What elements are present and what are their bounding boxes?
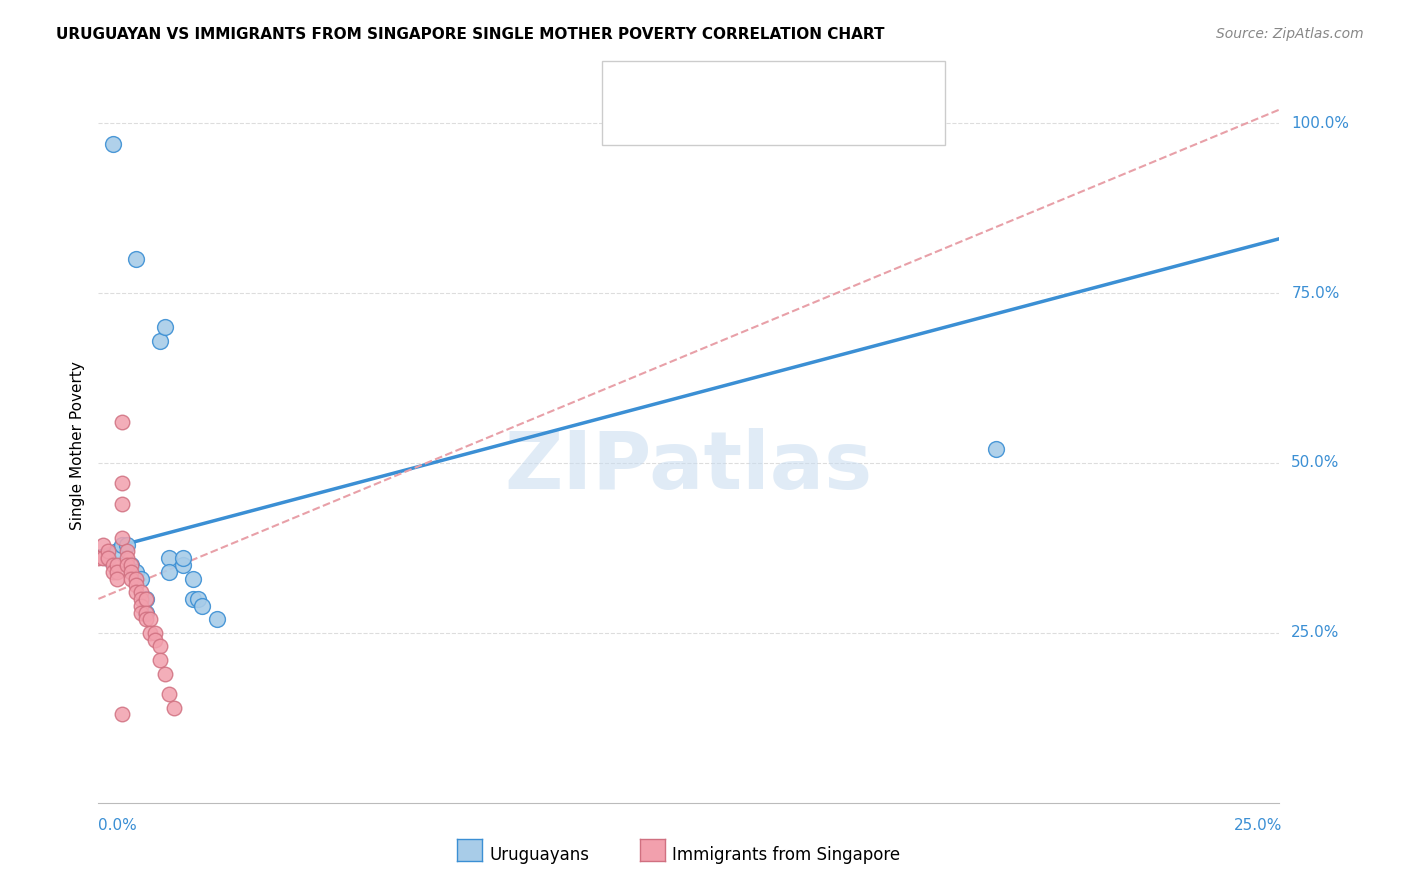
Point xyxy=(157,687,180,701)
Point xyxy=(205,612,228,626)
Point xyxy=(135,591,157,606)
Text: 23: 23 xyxy=(794,73,820,91)
Point xyxy=(91,551,114,566)
Point xyxy=(149,334,172,348)
Point xyxy=(172,558,194,572)
Point xyxy=(149,653,172,667)
Point xyxy=(97,551,120,566)
Point xyxy=(97,544,120,558)
Point xyxy=(115,551,138,566)
Point xyxy=(101,558,124,572)
Text: 0.349: 0.349 xyxy=(689,73,745,91)
Point xyxy=(115,558,138,572)
Point xyxy=(172,551,194,566)
Point xyxy=(191,599,214,613)
Text: 100.0%: 100.0% xyxy=(1291,116,1350,131)
Text: Source: ZipAtlas.com: Source: ZipAtlas.com xyxy=(1216,27,1364,41)
Point xyxy=(111,497,134,511)
Point xyxy=(87,551,110,566)
Point xyxy=(143,632,166,647)
Text: 40: 40 xyxy=(794,110,820,128)
Point xyxy=(111,537,134,551)
Text: 0.0%: 0.0% xyxy=(98,818,138,832)
Point xyxy=(163,700,186,714)
Y-axis label: Single Mother Poverty: Single Mother Poverty xyxy=(69,361,84,531)
Point xyxy=(125,252,148,266)
Point xyxy=(181,572,204,586)
Text: R =: R = xyxy=(650,73,689,91)
Point xyxy=(129,591,152,606)
Text: ZIPatlas: ZIPatlas xyxy=(505,428,873,507)
Point xyxy=(143,626,166,640)
Point xyxy=(115,537,138,551)
Point xyxy=(129,606,152,620)
Point xyxy=(125,585,148,599)
Point xyxy=(105,572,128,586)
Point xyxy=(111,707,134,722)
Point xyxy=(135,606,157,620)
Point xyxy=(101,565,124,579)
Point xyxy=(157,551,180,566)
Point xyxy=(135,591,157,606)
Point xyxy=(984,442,1007,457)
Point xyxy=(129,572,152,586)
Point xyxy=(149,640,172,654)
Text: N =: N = xyxy=(755,110,794,128)
Point xyxy=(105,544,128,558)
Point xyxy=(111,415,134,429)
Point xyxy=(129,585,152,599)
Point xyxy=(115,544,138,558)
Point xyxy=(153,666,176,681)
Point xyxy=(111,476,134,491)
Point xyxy=(105,558,128,572)
Text: URUGUAYAN VS IMMIGRANTS FROM SINGAPORE SINGLE MOTHER POVERTY CORRELATION CHART: URUGUAYAN VS IMMIGRANTS FROM SINGAPORE S… xyxy=(56,27,884,42)
Point xyxy=(121,565,143,579)
Text: 75.0%: 75.0% xyxy=(1291,285,1340,301)
Point xyxy=(187,591,209,606)
Text: Uruguayans: Uruguayans xyxy=(489,846,589,863)
Point xyxy=(121,558,143,572)
Text: Immigrants from Singapore: Immigrants from Singapore xyxy=(672,846,900,863)
Point xyxy=(153,320,176,334)
Point xyxy=(125,572,148,586)
Point xyxy=(125,565,148,579)
Text: 25.0%: 25.0% xyxy=(1234,818,1282,832)
Text: R =: R = xyxy=(650,110,689,128)
Point xyxy=(181,591,204,606)
Point xyxy=(125,578,148,592)
Point xyxy=(111,531,134,545)
Text: N =: N = xyxy=(755,73,794,91)
Text: 50.0%: 50.0% xyxy=(1291,456,1340,470)
Point xyxy=(91,537,114,551)
Point xyxy=(121,558,143,572)
Text: 0.127: 0.127 xyxy=(689,110,745,128)
Point xyxy=(97,551,120,566)
Point xyxy=(135,612,157,626)
Point xyxy=(157,565,180,579)
Point xyxy=(101,136,124,151)
Point xyxy=(139,612,162,626)
Point xyxy=(139,626,162,640)
Point xyxy=(121,572,143,586)
Point xyxy=(135,606,157,620)
Point xyxy=(129,599,152,613)
Text: 25.0%: 25.0% xyxy=(1291,625,1340,640)
Point xyxy=(105,565,128,579)
